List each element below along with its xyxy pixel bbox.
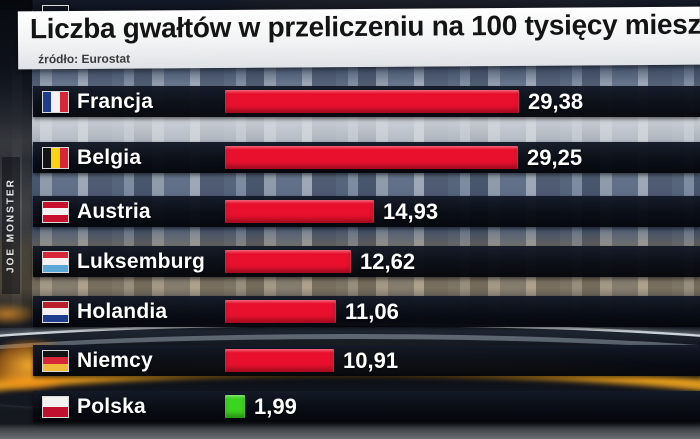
flag-stripe: [43, 208, 68, 215]
value-label: 1,99: [254, 393, 297, 419]
country-label: Austria: [77, 199, 151, 223]
flag-stripe: [43, 91, 52, 112]
chart-source: źródło: Eurostat: [38, 51, 131, 67]
value-label: 11,06: [345, 298, 399, 324]
country-label: Luksemburg: [77, 249, 206, 273]
flag-stripe: [51, 147, 60, 168]
country-label: Belgia: [77, 145, 142, 169]
value-label: 10,91: [343, 347, 399, 373]
flag-stripe: [43, 363, 68, 371]
flag-icon-niemcy: [42, 349, 69, 372]
chart-row: Austria 14,93: [33, 196, 700, 227]
value-label: 29,25: [527, 144, 583, 170]
flag-stripe: [43, 357, 68, 364]
country-label: Holandia: [77, 299, 168, 323]
flag-stripe: [59, 147, 68, 168]
value-bar: [225, 146, 518, 169]
chart-title: Liczba gwałtów w przeliczeniu na 100 tys…: [29, 8, 700, 45]
country-label: Niemcy: [77, 348, 153, 372]
chart-row: Belgia 29,25: [33, 142, 700, 173]
value-bar: [225, 90, 519, 113]
flag-stripe: [43, 201, 68, 209]
flag-stripe: [51, 91, 60, 112]
flag-icon-francja: [42, 90, 69, 113]
country-label: Francja: [77, 89, 154, 113]
flag-icon-polska: [42, 395, 69, 418]
flag-stripe: [43, 314, 68, 322]
flag-icon-belgia: [42, 146, 69, 169]
flag-stripe: [43, 251, 68, 259]
value-label: 12,62: [360, 248, 416, 274]
value-label: 14,93: [383, 198, 439, 224]
flag-stripe: [43, 147, 52, 168]
value-bar: [225, 200, 374, 223]
flag-icon-holandia: [42, 300, 69, 323]
value-bar: [225, 395, 245, 418]
flag-stripe: [43, 214, 68, 222]
watermark: JOE MONSTER: [2, 157, 20, 294]
flag-stripe: [59, 91, 68, 112]
chart-row: Francja 29,38: [33, 86, 700, 117]
flag-icon-luksemburg: [42, 250, 69, 273]
chart-row: Luksemburg 12,62: [33, 246, 700, 277]
flag-stripe: [43, 406, 68, 417]
flag-stripe: [43, 264, 68, 272]
chart-row: Holandia 11,06: [33, 296, 700, 327]
country-label: Polska: [77, 394, 146, 418]
value-bar: [225, 250, 351, 273]
flag-stripe: [43, 350, 68, 358]
flag-stripe: [43, 396, 68, 407]
value-bar: [225, 349, 334, 372]
flag-stripe: [43, 308, 68, 315]
value-label: 29,38: [528, 88, 584, 114]
value-bar: [225, 300, 336, 323]
chart-row: Niemcy 10,91: [33, 345, 700, 376]
flag-stripe: [43, 301, 68, 309]
chart-title-bar: Liczba gwałtów w przeliczeniu na 100 tys…: [17, 6, 700, 70]
flag-stripe: [43, 258, 68, 265]
flag-icon-austria: [42, 200, 69, 223]
chart-row: Polska 1,99: [33, 391, 700, 422]
